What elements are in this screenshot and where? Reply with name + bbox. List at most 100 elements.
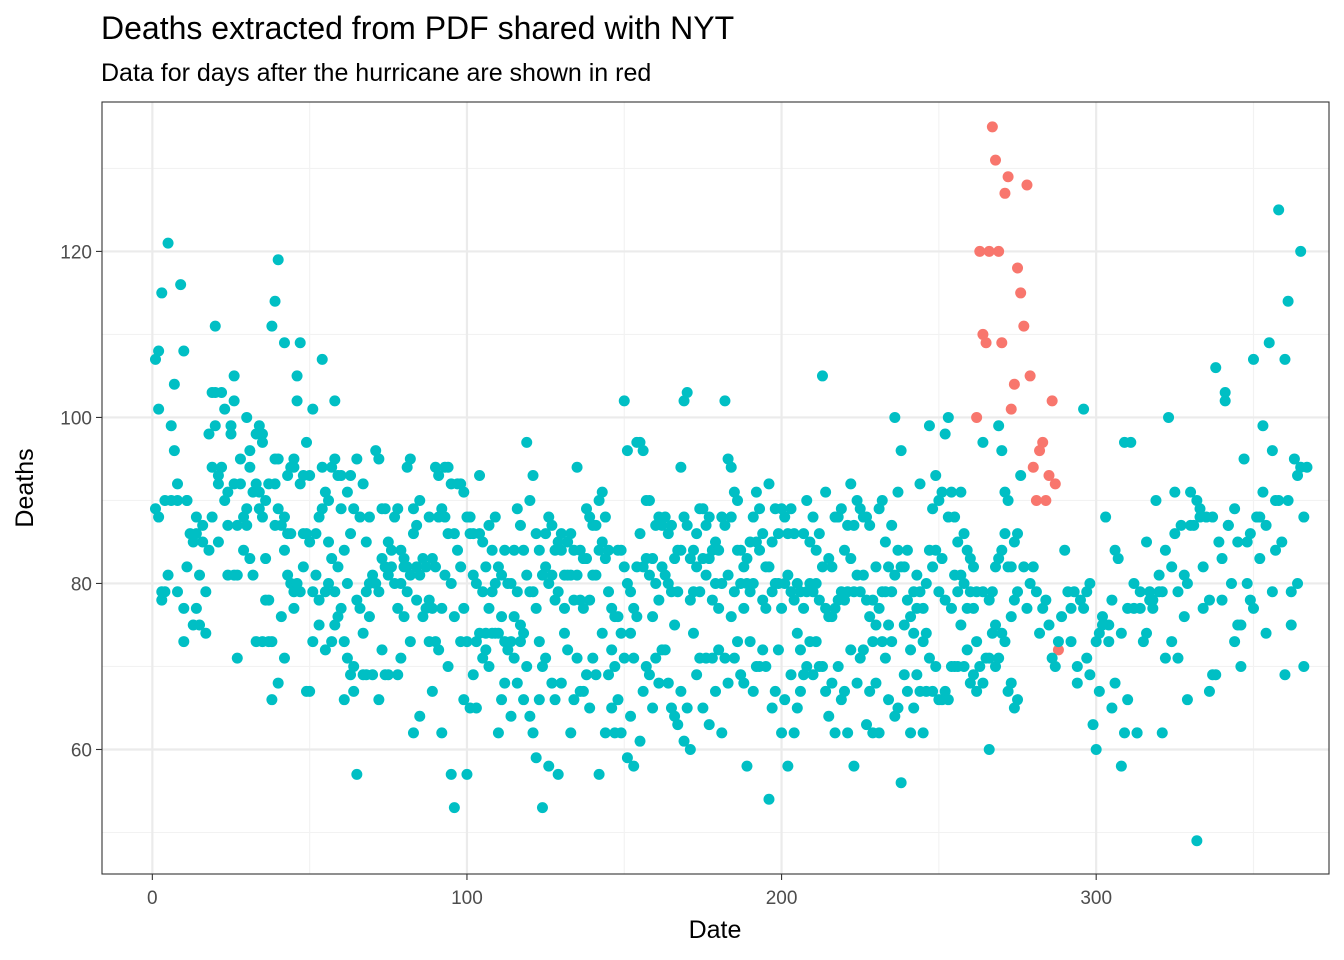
data-point <box>278 544 290 556</box>
data-point <box>650 577 662 589</box>
data-point <box>930 544 942 556</box>
data-point <box>993 420 1005 432</box>
data-point <box>662 577 674 589</box>
data-point <box>810 636 822 648</box>
data-point <box>618 561 630 573</box>
data-point <box>1056 611 1068 623</box>
data-point <box>1266 586 1278 598</box>
data-point <box>216 461 228 473</box>
y-tick-label: 60 <box>71 740 92 761</box>
data-point <box>964 677 976 689</box>
data-point <box>275 519 287 531</box>
data-point <box>256 428 268 440</box>
data-point <box>716 727 728 739</box>
data-point <box>927 685 939 697</box>
data-point <box>1144 586 1156 598</box>
data-point <box>433 644 445 656</box>
data-point <box>1172 652 1184 664</box>
data-point <box>1288 453 1300 465</box>
data-point <box>319 486 331 498</box>
data-point <box>914 586 926 598</box>
data-point <box>1005 403 1017 415</box>
data-point <box>225 420 237 432</box>
data-point <box>530 602 542 614</box>
data-point <box>363 511 375 523</box>
data-point <box>313 511 325 523</box>
data-point <box>870 677 882 689</box>
data-point <box>647 702 659 714</box>
data-point <box>939 685 951 697</box>
data-point <box>763 561 775 573</box>
data-point <box>697 702 709 714</box>
data-point <box>568 694 580 706</box>
data-point <box>540 652 552 664</box>
data-point <box>974 660 986 672</box>
data-point <box>1191 494 1203 506</box>
data-point <box>404 569 416 581</box>
data-point <box>1156 727 1168 739</box>
data-point <box>710 536 721 548</box>
data-point <box>854 586 866 598</box>
data-point <box>1216 553 1228 565</box>
data-point <box>423 594 435 606</box>
data-point <box>1115 627 1127 639</box>
data-point <box>345 528 357 540</box>
data-point <box>1046 652 1058 664</box>
data-point <box>1197 561 1209 573</box>
data-point <box>275 611 287 623</box>
data-point <box>678 511 690 523</box>
data-point <box>1059 544 1071 556</box>
data-point <box>895 445 907 457</box>
data-point <box>826 611 838 623</box>
data-point <box>606 702 618 714</box>
data-point <box>360 586 372 598</box>
data-point <box>429 636 441 648</box>
data-point <box>269 478 281 490</box>
data-point <box>1210 362 1222 374</box>
data-point <box>703 511 715 523</box>
data-point <box>782 569 794 581</box>
data-point <box>993 553 1005 565</box>
y-axis-title: Deaths <box>11 448 39 527</box>
data-point <box>253 503 265 515</box>
data-point <box>514 619 526 631</box>
data-point <box>581 553 593 565</box>
data-point <box>838 594 850 606</box>
data-point <box>1282 295 1294 307</box>
data-point <box>546 519 558 531</box>
data-point <box>889 411 901 423</box>
data-point <box>411 519 423 531</box>
data-point <box>637 445 649 457</box>
data-point <box>1178 611 1190 623</box>
data-point <box>1012 262 1024 274</box>
data-point <box>291 395 303 407</box>
data-point <box>370 577 382 589</box>
data-point <box>923 652 935 664</box>
data-point <box>590 669 602 681</box>
data-point <box>757 644 769 656</box>
data-point <box>341 486 353 498</box>
data-point <box>826 677 838 689</box>
data-point <box>266 636 278 648</box>
data-point <box>1005 561 1017 573</box>
data-point <box>203 428 215 440</box>
data-point <box>165 420 177 432</box>
data-point <box>794 685 806 697</box>
data-point <box>168 445 180 457</box>
data-point <box>820 486 832 498</box>
data-point <box>675 544 687 556</box>
data-point <box>829 602 841 614</box>
data-point <box>917 636 929 648</box>
data-point <box>1244 594 1256 606</box>
y-tick-label: 80 <box>71 574 92 595</box>
data-point <box>967 561 979 573</box>
data-point <box>407 727 419 739</box>
data-point <box>785 586 797 598</box>
data-point <box>420 561 432 573</box>
data-point <box>1012 528 1024 540</box>
data-point <box>367 569 379 581</box>
data-point <box>816 660 828 672</box>
data-point <box>999 187 1011 199</box>
data-point <box>263 594 275 606</box>
data-point <box>341 577 353 589</box>
